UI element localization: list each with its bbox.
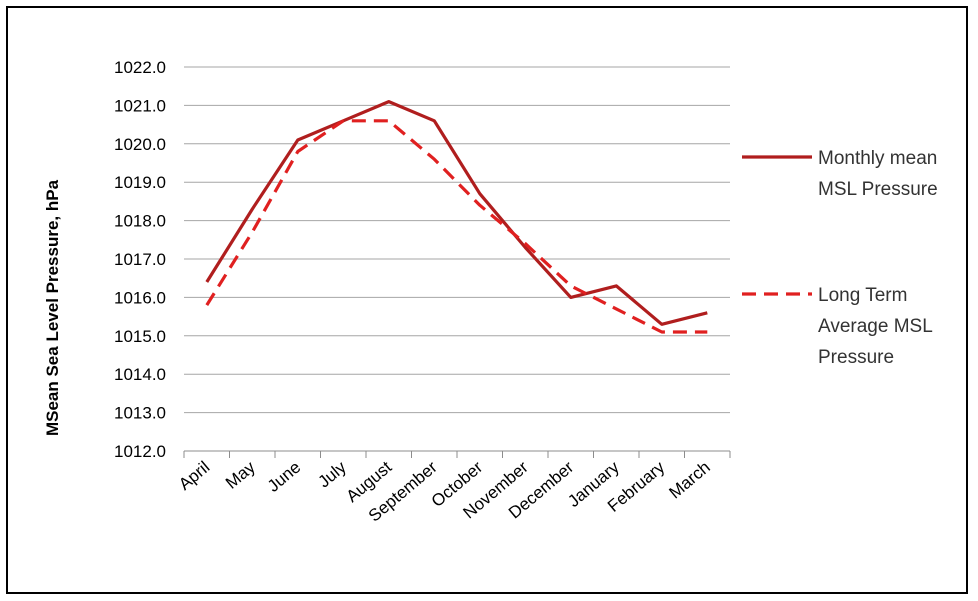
y-tick-label: 1022.0 <box>114 58 166 77</box>
y-tick-label: 1012.0 <box>114 442 166 461</box>
x-tick-label: March <box>665 458 713 503</box>
legend-label-1: Monthly mean <box>818 148 937 169</box>
legend-label-2: Pressure <box>818 347 894 368</box>
series-line-1 <box>205 99 708 326</box>
y-tick-label: 1021.0 <box>114 96 166 115</box>
series-lines <box>205 99 708 334</box>
gridlines <box>184 66 730 452</box>
y-tick-label: 1014.0 <box>114 365 166 384</box>
y-tick-label: 1020.0 <box>114 135 166 154</box>
x-tick-label: July <box>314 457 350 491</box>
y-tick-label: 1013.0 <box>114 404 166 423</box>
y-tick-label: 1017.0 <box>114 250 166 269</box>
x-tick-label: April <box>175 458 213 494</box>
x-tick-label: May <box>222 457 259 493</box>
y-tick-label: 1015.0 <box>114 327 166 346</box>
series-line-2 <box>205 119 708 334</box>
y-tick-label: 1018.0 <box>114 212 166 231</box>
chart-frame <box>6 6 968 594</box>
legend: Monthly mean MSL Pressure Long Term Average… <box>742 148 938 368</box>
y-tick-label: 1019.0 <box>114 173 166 192</box>
y-axis-ticks: 1012.0 1013.0 1014.0 1015.0 1016.0 1017.0 1018… <box>114 58 166 461</box>
x-axis: April May June JulyAugustSeptemberOctoberNo… <box>175 450 731 526</box>
y-tick-label: 1016.0 <box>114 288 166 307</box>
legend-label-2: Long Term <box>818 285 907 306</box>
legend-label-2: Average MSL <box>818 316 933 337</box>
x-tick-label: June <box>264 458 304 496</box>
y-axis-label: MSean Sea Level Pressure, hPa <box>43 179 62 436</box>
legend-label-1: MSL Pressure <box>818 179 938 200</box>
